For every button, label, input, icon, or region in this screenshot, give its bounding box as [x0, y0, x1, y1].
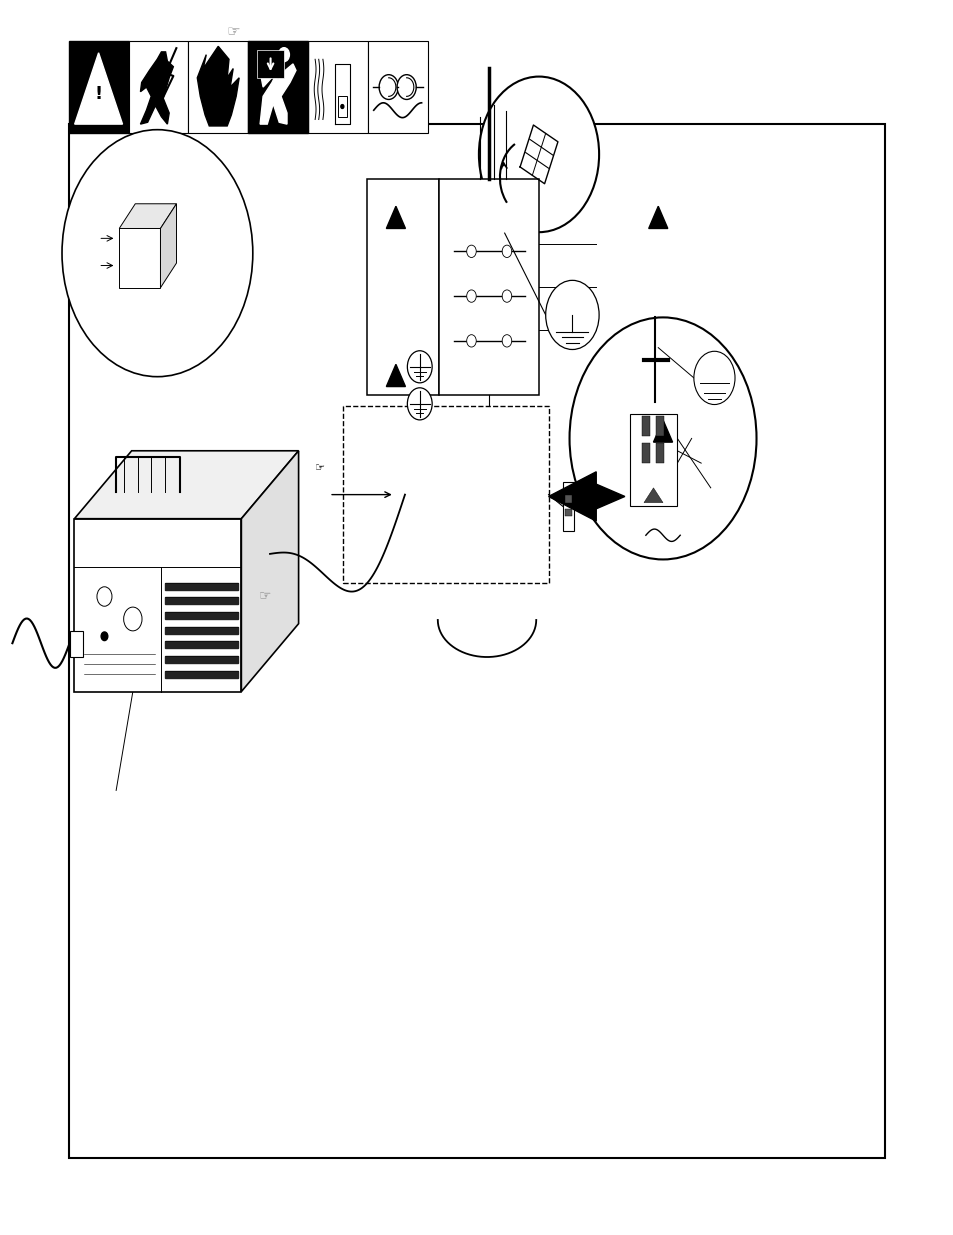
Bar	[248, 41, 308, 133]
Circle shape	[478, 77, 598, 232]
Polygon shape	[164, 656, 237, 663]
Circle shape	[545, 280, 598, 350]
Polygon shape	[548, 472, 624, 521]
Polygon shape	[653, 420, 672, 442]
Bar	[439, 179, 538, 395]
Polygon shape	[164, 641, 237, 648]
Bar	[641, 443, 649, 463]
Polygon shape	[74, 53, 122, 125]
Circle shape	[340, 105, 343, 109]
Bar	[367, 41, 427, 133]
Bar	[367, 179, 439, 395]
Polygon shape	[386, 364, 405, 387]
Bar	[119, 228, 160, 288]
Bar	[69, 124, 884, 1158]
Circle shape	[466, 245, 476, 257]
Polygon shape	[164, 613, 237, 619]
Bar	[562, 482, 574, 531]
Circle shape	[396, 74, 416, 100]
Polygon shape	[160, 204, 176, 288]
Circle shape	[97, 587, 112, 606]
Bar	[343, 406, 548, 583]
Polygon shape	[164, 627, 237, 634]
Polygon shape	[119, 204, 176, 228]
Polygon shape	[197, 47, 239, 126]
Text: ☞: ☞	[258, 588, 272, 603]
Polygon shape	[164, 671, 237, 678]
Polygon shape	[140, 52, 173, 125]
Circle shape	[62, 130, 253, 377]
Bar	[656, 416, 663, 436]
Bar	[248, 41, 308, 133]
Bar	[129, 41, 188, 133]
Bar	[308, 41, 368, 133]
Polygon shape	[386, 206, 405, 228]
Bar	[656, 443, 663, 463]
Circle shape	[693, 351, 734, 405]
Polygon shape	[164, 583, 237, 589]
Bar	[629, 414, 677, 506]
Bar	[564, 509, 572, 516]
Text: !: !	[94, 85, 103, 104]
Polygon shape	[648, 206, 667, 228]
Circle shape	[278, 48, 289, 62]
Bar	[641, 416, 649, 436]
Circle shape	[407, 351, 432, 383]
Bar	[74, 519, 241, 692]
Circle shape	[501, 245, 511, 257]
Polygon shape	[643, 488, 662, 503]
Polygon shape	[241, 451, 298, 692]
Circle shape	[466, 290, 476, 303]
Text: ☞: ☞	[314, 463, 324, 473]
Bar	[70, 631, 83, 657]
Bar	[257, 51, 284, 78]
Bar	[337, 96, 347, 117]
Circle shape	[501, 335, 511, 347]
Circle shape	[569, 317, 756, 559]
Polygon shape	[164, 598, 237, 604]
Circle shape	[501, 290, 511, 303]
Polygon shape	[74, 451, 298, 519]
Bar	[564, 495, 572, 503]
Bar	[69, 41, 129, 133]
Text: ☞: ☞	[227, 25, 240, 40]
Bar	[188, 41, 248, 133]
Circle shape	[407, 388, 432, 420]
Polygon shape	[260, 64, 295, 125]
Circle shape	[466, 335, 476, 347]
Circle shape	[124, 608, 142, 631]
Circle shape	[378, 74, 397, 100]
Circle shape	[101, 632, 108, 641]
